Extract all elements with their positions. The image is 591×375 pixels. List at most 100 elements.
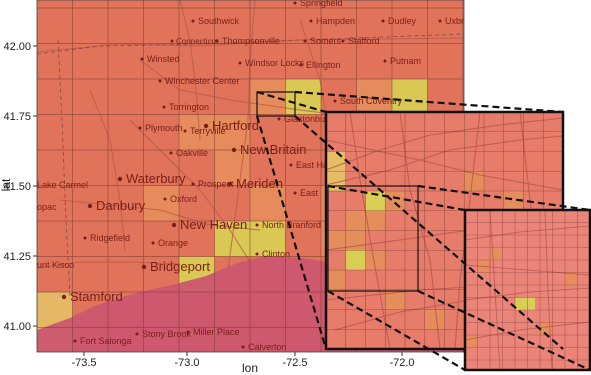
town-dot [293,1,297,5]
inset1-zoom-box [327,185,419,292]
town-label: Oxford [170,194,197,204]
town-label: Hampden [316,16,355,26]
town-label: opac [37,202,57,212]
town-dot [151,241,155,245]
town-label: Stafford [348,36,379,46]
town-label: Danbury [96,198,146,213]
town-dot [162,105,166,109]
town-dot [255,223,259,227]
town-labels: Southwick Hampden Dudley Uxbr Springfield Con… [37,0,464,352]
x-axis: -73.5 -73.0 -72.5 -72.0 lon [71,352,415,375]
x-tick-label: -72.0 [389,357,414,369]
town-dot [163,197,167,201]
town-label: East Ha [296,160,328,170]
inset2-cell [490,247,503,260]
town-dot [117,176,123,182]
inset1-cell [326,151,346,172]
town-label: Prospect [198,179,234,189]
town-dot [293,191,297,195]
inset1-cells [326,151,544,330]
state-border [37,33,464,297]
town-dot [186,330,190,334]
town-dot [303,39,307,43]
town-label: Somers [310,36,342,46]
inset1-cell [385,191,405,211]
town-dot [227,181,233,187]
x-tick-label: -73.5 [71,357,96,369]
town-dot [383,59,387,63]
inset1-cell [365,210,386,231]
town-markers [61,1,442,349]
inset2-cell [565,272,578,285]
town-label: Meriden [236,176,283,191]
town-dot [61,294,67,300]
x-axis-label: lon [242,361,258,375]
y-tick-label: 41.75 [3,111,31,123]
zoom-inset-2[interactable] [465,210,590,373]
town-dot [333,99,337,103]
town-dot [138,126,142,130]
inset1-cell [345,250,366,270]
inset1-cell [385,289,405,310]
town-label: Putnam [390,56,421,66]
x-tick-label: -73.0 [174,357,199,369]
y-tick-label: 42.00 [3,41,31,53]
town-dot [141,264,147,270]
town-dot [381,19,385,23]
town-label: Springfield [300,0,343,8]
town-label: Torrington [169,102,209,112]
town-dot [231,147,237,153]
town-label: Winchester Center [165,76,240,86]
town-label: Glastonbury Ce [284,114,347,124]
inset2-cell [515,297,535,310]
town-label: Ellington [306,60,341,70]
town-label: Terryville [190,126,226,136]
inset2-grid [465,210,590,370]
grid-cell [143,185,179,221]
town-dot [238,61,242,65]
town-label: Uxbr [445,16,464,26]
town-dot [438,19,442,23]
town-label: Fort Salonga [80,336,132,346]
inset2-frame [463,208,591,372]
town-dot [277,117,281,121]
grid-cell [214,114,250,150]
town-dot [135,332,139,336]
town-dot [215,39,219,43]
town-dot [309,19,313,23]
town-label: Waterbury [126,171,186,186]
town-dot [83,236,87,240]
town-label: Southwick [198,16,240,26]
inset1-cell [365,250,386,270]
town-label: unt Kisco [37,260,74,270]
town-dot [73,339,77,343]
town-dot [169,151,173,155]
x-tick-label: -72.5 [282,357,307,369]
y-axis-label: lat [0,178,13,191]
inset1-cell [464,171,484,191]
grid-cell [250,79,286,115]
town-label: Stamford [70,289,123,304]
town-dot [191,19,195,23]
grid-cell [392,79,428,115]
town-label: Clinton [262,249,290,259]
y-tick-label: 41.25 [3,251,31,263]
y-axis: 42.00 41.75 41.50 41.25 41.00 lat [0,41,37,333]
inset1-cell [424,309,445,330]
town-dot [255,252,259,256]
town-dot [289,163,293,167]
town-label: Orange [158,238,188,248]
town-label: Plymouth [145,123,183,133]
town-dot [140,57,144,61]
inset1-cell [326,270,346,290]
town-label: Calverton [248,342,287,352]
y-tick-label: 41.50 [3,181,31,193]
town-label: Thompsonville [222,36,280,46]
town-dot [299,63,303,67]
town-label: New Haven [180,217,247,232]
inset1-cell [326,230,346,251]
town-dot [183,129,187,133]
town-dot [170,39,174,43]
town-label: Bridgeport [150,259,210,274]
